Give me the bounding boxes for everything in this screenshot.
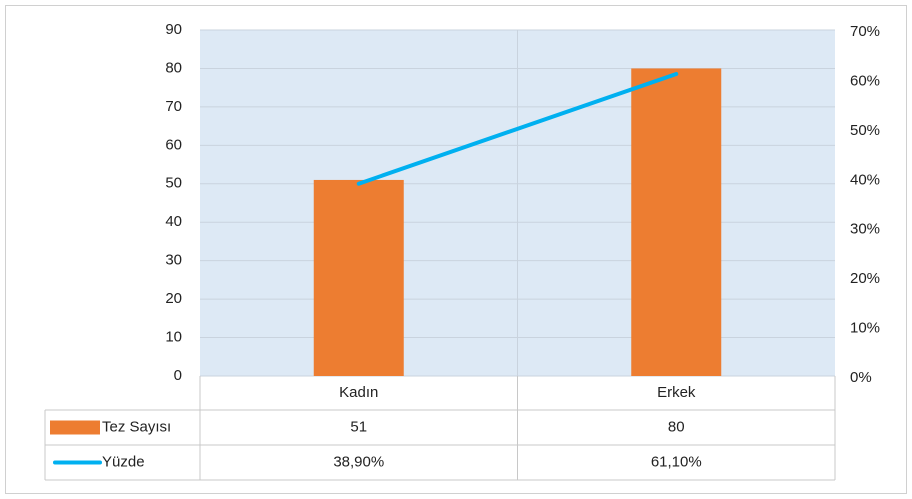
legend-label: Yüzde xyxy=(102,453,145,470)
y-tick-label: 60 xyxy=(165,136,182,153)
legend-label: Tez Sayısı xyxy=(102,418,171,435)
bar xyxy=(631,68,722,376)
y-tick-label: 90 xyxy=(165,21,182,38)
y-tick-label: 70 xyxy=(165,98,182,115)
y2-tick-label: 50% xyxy=(850,122,880,139)
x-tick-label: Erkek xyxy=(657,384,696,401)
table-value: 80 xyxy=(668,418,685,435)
y-tick-label: 40 xyxy=(165,213,182,230)
y-tick-label: 10 xyxy=(165,329,182,346)
line xyxy=(356,71,679,186)
y2-tick-label: 70% xyxy=(850,23,880,40)
y-tick-label: 20 xyxy=(165,290,182,307)
x-tick-label: Kadın xyxy=(339,384,378,401)
y2-tick-label: 20% xyxy=(850,270,880,287)
table-value: 51 xyxy=(350,418,367,435)
y2-tick-label: 30% xyxy=(850,221,880,238)
y2-tick-label: 0% xyxy=(850,369,872,386)
table-value: 38,90% xyxy=(333,453,384,470)
table-value: 61,10% xyxy=(651,453,702,470)
y2-tick-label: 40% xyxy=(850,171,880,188)
bar xyxy=(313,179,404,376)
y-tick-label: 80 xyxy=(165,59,182,76)
y-tick-label: 30 xyxy=(165,252,182,269)
legend-key xyxy=(50,420,100,435)
y2-tick-label: 10% xyxy=(850,320,880,337)
y-tick-label: 50 xyxy=(165,175,182,192)
y-tick-label: 0 xyxy=(174,367,182,384)
y2-tick-label: 60% xyxy=(850,72,880,89)
